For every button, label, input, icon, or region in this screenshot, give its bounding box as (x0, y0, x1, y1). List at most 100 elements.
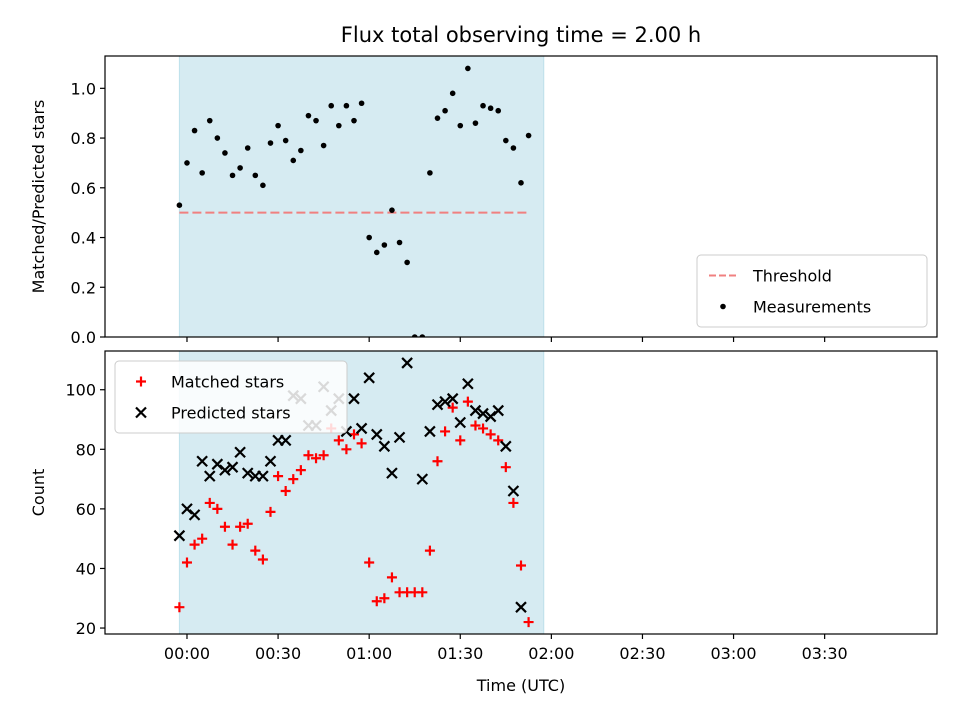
measurement-point (465, 65, 471, 72)
predicted-stars-point (219, 464, 231, 476)
predicted-stars-point (196, 455, 208, 467)
predicted-stars-point (416, 473, 429, 485)
matched-stars-point (174, 602, 185, 613)
y-tick-label: 0.2 (71, 278, 96, 297)
predicted-stars-point (370, 428, 383, 441)
matched-stars-point (318, 450, 329, 461)
matched-stars-point (424, 545, 435, 556)
matched-stars-point (386, 572, 397, 583)
matched-stars-point (280, 486, 291, 497)
legend-marker (136, 376, 146, 387)
measurement-point (427, 170, 433, 176)
legend-marker (720, 303, 726, 310)
measurement-point (237, 165, 243, 171)
predicted-stars-point (492, 404, 505, 417)
matched-stars-point (265, 506, 276, 517)
matched-stars-point (333, 435, 344, 446)
measurement-point (525, 132, 532, 139)
x-axis-label: Time (UTC) (476, 676, 565, 695)
measurement-point (244, 145, 251, 151)
measurement-point (480, 102, 486, 109)
matched-stars-point (250, 545, 261, 556)
predicted-stars-point (462, 377, 474, 390)
matched-stars-point (257, 554, 268, 565)
predicted-stars-point (211, 458, 224, 470)
data-marks (176, 65, 532, 337)
measurement-point (206, 117, 213, 124)
measurement-point (176, 202, 183, 209)
measurement-point (336, 122, 342, 129)
matched-stars-point (364, 557, 375, 568)
matched-stars-point (379, 593, 390, 604)
predicted-stars-point (234, 446, 246, 459)
y-tick-label: 0.4 (71, 229, 96, 248)
matched-stars-point (417, 587, 428, 598)
matched-stars-point (212, 503, 223, 514)
matched-stars-point (181, 557, 192, 568)
matched-stars-point (197, 533, 208, 544)
matched-stars-point (523, 617, 534, 628)
predicted-stars-point (507, 485, 520, 497)
matched-stars-point (470, 420, 481, 431)
x-tick-label: 01:00 (346, 644, 392, 663)
measurement-point (290, 157, 297, 164)
matched-stars-point (516, 560, 526, 571)
predicted-stars-point (439, 395, 451, 408)
x-tick-label: 01:30 (437, 644, 483, 663)
matched-stars-point (273, 471, 284, 482)
measurement-point (389, 207, 395, 213)
legend: Threshold Measurements (696, 254, 928, 328)
legend-label: Matched stars (171, 373, 284, 392)
predicted-stars-point (363, 372, 375, 384)
predicted-stars-point (393, 431, 406, 444)
measurement-point (328, 102, 335, 109)
x-tick-label: 03:30 (802, 644, 848, 663)
measurement-point (313, 117, 319, 124)
predicted-stars-point (257, 470, 269, 482)
y-tick-label: 1.0 (71, 79, 96, 98)
bottom-panel-counts: 20 40 60 80 100 00:00 00:30 01:00 01:30 02:00 02:3… (29, 350, 938, 663)
matched-stars-point (288, 474, 299, 485)
predicted-stars-point (188, 509, 201, 521)
top-panel-ratio: 0.0 0.2 0.4 0.6 0.8 1.0 Matched/Predicted star… (29, 55, 938, 347)
data-marks (173, 357, 534, 628)
matched-stars-point (371, 596, 382, 607)
matched-stars-point (204, 497, 215, 508)
legend-box (696, 254, 928, 328)
measurement-point (442, 107, 448, 114)
measurement-point (518, 180, 524, 186)
measurement-point (351, 117, 357, 124)
predicted-stars-point (355, 422, 368, 435)
measurement-point (305, 112, 312, 119)
measurement-point (495, 107, 502, 114)
measurement-point (358, 100, 365, 107)
measurement-point (229, 172, 236, 179)
y-axis-label: Matched/Predicted stars (29, 100, 48, 294)
matched-stars-point (455, 435, 466, 446)
measurement-point (191, 127, 198, 134)
matched-stars-point (235, 521, 246, 532)
y-tick-label: 40 (76, 559, 96, 578)
predicted-stars-point (454, 416, 467, 429)
predicted-stars-point (469, 404, 482, 417)
measurement-point (260, 182, 266, 189)
matched-stars-point (341, 444, 352, 455)
measurement-point (343, 102, 350, 109)
matched-stars-point (303, 450, 314, 461)
predicted-stars-point (500, 440, 512, 453)
y-tick-label: 0.8 (71, 129, 96, 148)
matched-stars-point (447, 402, 458, 413)
measurement-point (457, 122, 464, 129)
matched-stars-point (242, 518, 253, 529)
y-tick-label: 60 (76, 500, 96, 519)
chart-title: Flux total observing time = 2.00 h (341, 23, 701, 47)
predicted-stars-point (431, 398, 444, 411)
predicted-stars-point (378, 440, 391, 453)
matched-stars-point (462, 396, 473, 407)
axes-frame (104, 350, 938, 635)
predicted-stars-point (279, 434, 292, 447)
predicted-stars-point (386, 467, 398, 479)
measurement-point (275, 122, 281, 129)
y-tick-label: 20 (76, 619, 96, 638)
predicted-stars-point (264, 455, 277, 467)
